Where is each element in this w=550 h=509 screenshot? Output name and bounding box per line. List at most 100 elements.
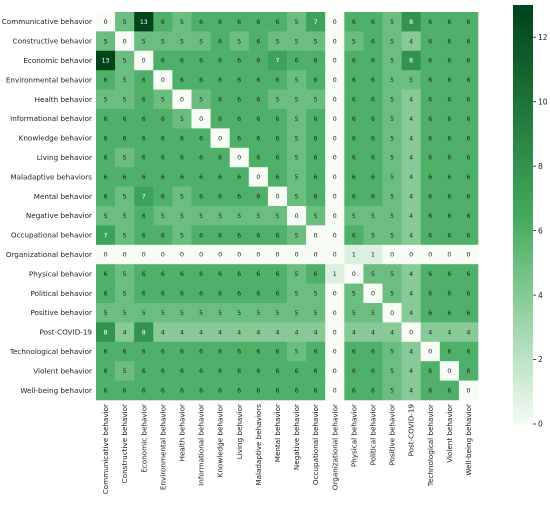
- heatmap-cell: [96, 186, 116, 207]
- heatmap-cell-value: 7: [314, 19, 318, 26]
- heatmap-cell: [267, 303, 288, 323]
- heatmap-cell: [458, 186, 479, 207]
- heatmap-cell-value: 6: [142, 271, 146, 278]
- heatmap-cell: [344, 186, 364, 207]
- heatmap-cell-value: 6: [161, 368, 165, 375]
- heatmap-cell-value: 6: [256, 19, 260, 26]
- heatmap-cell-value: 0: [161, 77, 165, 84]
- heatmap-cell: [115, 50, 135, 71]
- heatmap-cell-value: 6: [447, 291, 451, 298]
- heatmap-cell-value: 6: [275, 155, 279, 162]
- heatmap-cell: [458, 341, 479, 362]
- heatmap-cell-value: 6: [466, 58, 470, 65]
- heatmap-cell: [229, 380, 250, 401]
- heatmap-cell: [134, 264, 154, 284]
- heatmap-cell-value: 6: [295, 388, 299, 395]
- heatmap-cell: [363, 264, 383, 284]
- colorbar-segment: [513, 114, 533, 119]
- heatmap-cell: [229, 70, 250, 90]
- heatmap-cell: [344, 303, 364, 323]
- heatmap-cell: [210, 128, 230, 149]
- heatmap-cell-value: 4: [371, 329, 375, 336]
- heatmap-cell: [401, 89, 421, 110]
- heatmap-cell-value: 6: [466, 271, 470, 278]
- heatmap-cell: [267, 264, 288, 284]
- heatmap-cell-value: 5: [314, 97, 318, 104]
- heatmap-cell-value: 6: [428, 77, 432, 84]
- heatmap-cell: [229, 264, 250, 284]
- heatmap-cell-value: 6: [199, 388, 203, 395]
- heatmap-cell: [248, 186, 269, 207]
- heatmap-cell: [134, 206, 154, 226]
- colorbar-segment: [513, 111, 533, 116]
- heatmap-cell-value: 6: [218, 58, 222, 65]
- heatmap-cell: [248, 128, 269, 149]
- colorbar-segment: [513, 340, 533, 345]
- heatmap-cell-value: 6: [466, 213, 470, 220]
- heatmap-cell: [210, 186, 230, 207]
- heatmap-cell: [267, 380, 288, 401]
- heatmap-cell-value: 5: [390, 19, 394, 26]
- heatmap-cell: [96, 31, 116, 52]
- colorbar-segment: [513, 121, 533, 125]
- heatmap-cell: [172, 109, 192, 129]
- heatmap-cell: [287, 128, 307, 149]
- heatmap-cell-value: 8: [409, 58, 413, 65]
- heatmap-cell: [172, 322, 192, 343]
- colorbar-segment: [513, 230, 533, 235]
- heatmap-cell: [401, 128, 421, 149]
- colorbar: 0 2 4 6 8 10 12: [513, 5, 548, 429]
- heatmap-cell-value: 5: [275, 38, 279, 45]
- heatmap-cell: [96, 225, 116, 246]
- heatmap-cell: [172, 341, 192, 362]
- heatmap-cell: [191, 341, 211, 362]
- heatmap-cell: [420, 147, 441, 168]
- heatmap-cell: [363, 12, 383, 32]
- heatmap-cell-value: 6: [314, 77, 318, 84]
- heatmap-cell: [134, 341, 154, 362]
- colorbar-segment: [513, 211, 533, 216]
- heatmap-cell: [191, 167, 211, 187]
- heatmap-cell-value: 6: [371, 38, 375, 45]
- heatmap-cell-value: 6: [428, 155, 432, 162]
- heatmap-cell: [287, 341, 307, 362]
- colorbar-segment: [513, 353, 533, 357]
- heatmap-cell: [210, 31, 230, 52]
- heatmap-cell: [153, 89, 173, 110]
- heatmap-cell-value: 6: [256, 155, 260, 162]
- heatmap-cell: [229, 322, 250, 343]
- heatmap-cell-value: 0: [314, 252, 318, 259]
- heatmap-cell-value: 6: [447, 271, 451, 278]
- heatmap-cell-value: 6: [142, 77, 146, 84]
- heatmap-cell: [134, 186, 154, 207]
- colorbar-segment: [513, 272, 533, 277]
- row-label: Health behavior: [35, 95, 92, 104]
- heatmap-cell-value: 5: [123, 232, 127, 239]
- colorbar-segment: [513, 79, 533, 83]
- heatmap-cell: [287, 264, 307, 284]
- colorbar-segment: [513, 407, 533, 412]
- heatmap-cell: [115, 341, 135, 362]
- heatmap-cell: [382, 380, 402, 401]
- heatmap-cell-value: 6: [161, 232, 165, 239]
- heatmap-cell-value: 0: [237, 155, 241, 162]
- heatmap-cell-value: 5: [314, 310, 318, 317]
- heatmap-cell: [306, 283, 326, 304]
- heatmap-cell: [420, 244, 441, 265]
- heatmap-cell: [210, 341, 230, 362]
- heatmap-cell: [248, 31, 269, 52]
- heatmap-cell-value: 5: [314, 213, 318, 220]
- heatmap-cell: [458, 303, 479, 323]
- colorbar-segment: [513, 291, 533, 296]
- heatmap-cell: [96, 244, 116, 265]
- colorbar-segment: [513, 256, 533, 261]
- heatmap-cell-value: 6: [447, 388, 451, 395]
- colorbar-segment: [513, 372, 533, 377]
- colorbar-segment: [513, 253, 533, 257]
- heatmap-cell-value: 6: [237, 19, 241, 26]
- heatmap-cell-value: 6: [275, 77, 279, 84]
- heatmap-cell: [420, 283, 441, 304]
- heatmap-cell-value: 0: [333, 38, 337, 45]
- heatmap-cell: [267, 89, 288, 110]
- heatmap-cell: [248, 322, 269, 343]
